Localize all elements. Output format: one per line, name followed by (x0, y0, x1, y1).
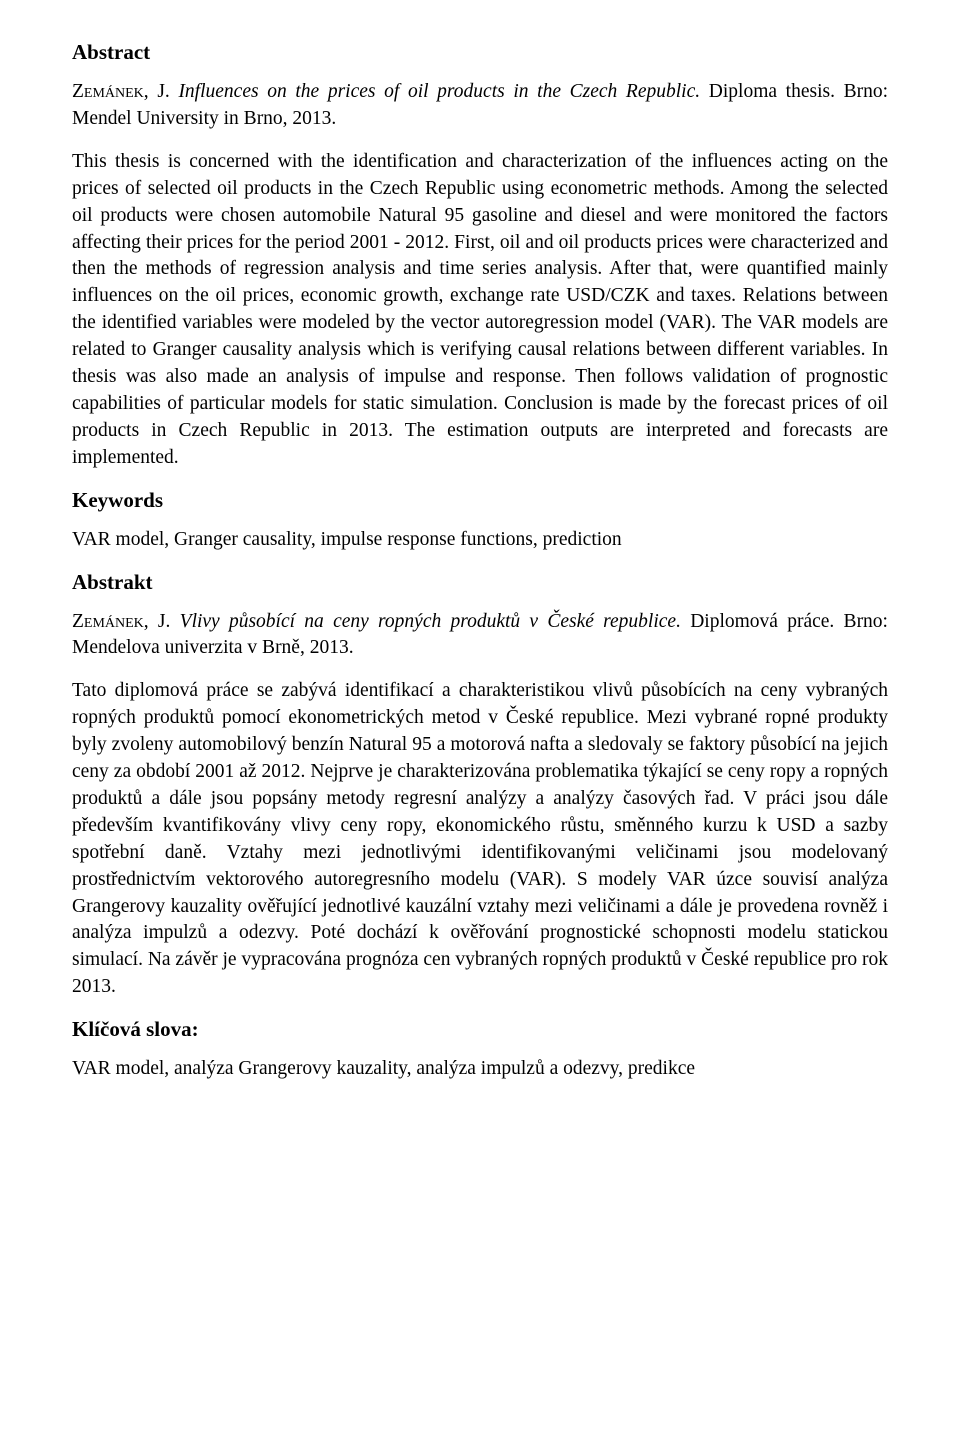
author-name-en: Zemánek (72, 81, 144, 102)
thesis-title-cz: Vlivy působící na ceny ropných produktů … (180, 611, 681, 632)
keywords-en-heading: Keywords (72, 486, 888, 515)
abstract-cz-citation: Zemánek, J. Vlivy působící na ceny ropný… (72, 609, 888, 663)
thesis-title-en: Influences on the prices of oil products… (178, 81, 700, 102)
abstract-cz-body: Tato diplomová práce se zabývá identifik… (72, 678, 888, 1001)
keywords-cz-text: VAR model, analýza Grangerovy kauzality,… (72, 1056, 888, 1083)
abstract-en-heading: Abstract (72, 38, 888, 67)
abstract-cz-heading: Abstrakt (72, 568, 888, 597)
author-name-cz: Zemánek (72, 611, 144, 632)
author-initial-cz: , J. (144, 611, 180, 632)
author-initial-en: , J. (144, 81, 179, 102)
keywords-en-text: VAR model, Granger causality, impulse re… (72, 527, 888, 554)
abstract-en-body: This thesis is concerned with the identi… (72, 149, 888, 472)
abstract-en-citation: Zemánek, J. Influences on the prices of … (72, 79, 888, 133)
keywords-cz-heading: Klíčová slova: (72, 1015, 888, 1044)
